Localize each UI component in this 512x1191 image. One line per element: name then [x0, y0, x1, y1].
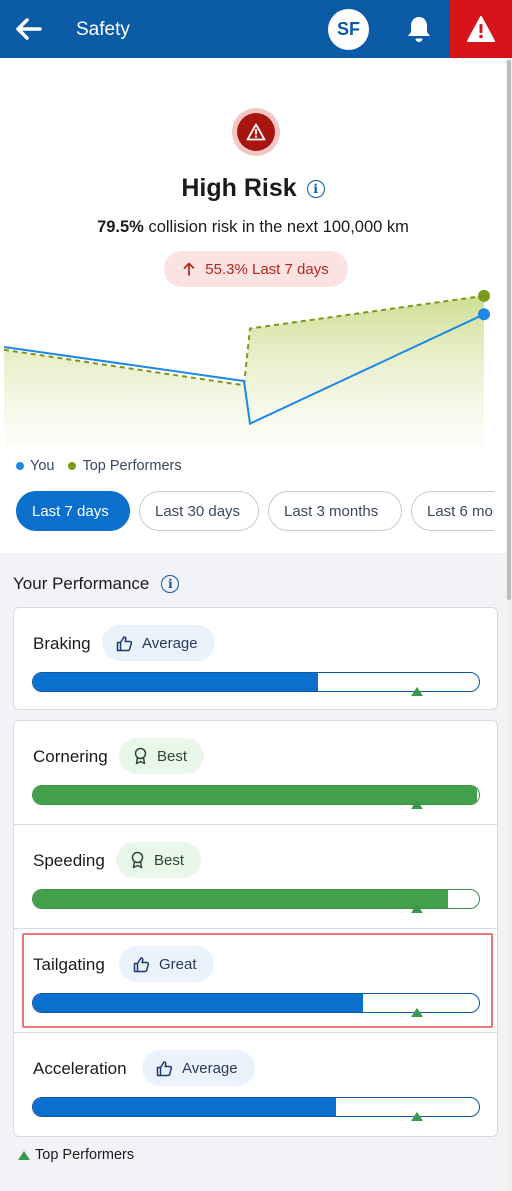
alert-button[interactable]	[450, 0, 512, 58]
avatar[interactable]: SF	[328, 9, 369, 50]
thumbs-up-icon	[116, 635, 133, 652]
rating-badge: Average	[102, 625, 215, 661]
score-bar	[32, 672, 480, 692]
metric-label: Tailgating	[33, 955, 105, 974]
top-performer-marker	[411, 1008, 424, 1017]
performance-info-icon[interactable]: i	[161, 575, 180, 593]
rating-label: Average	[142, 634, 198, 652]
risk-description-text: collision risk in the next 100,000 km	[148, 218, 409, 236]
metric-label: Cornering	[33, 747, 108, 766]
top-performer-marker	[411, 904, 424, 913]
rating-badge: Best	[119, 738, 205, 774]
performance-header: Your Performance i	[13, 574, 180, 594]
risk-status-icon	[232, 108, 280, 156]
time-filter-chips: Last 7 days Last 30 days Last 3 months L…	[16, 491, 494, 531]
score-bar-fill	[33, 786, 477, 804]
warning-triangle-icon	[246, 123, 266, 141]
chip-last-30-days[interactable]: Last 30 days	[139, 491, 259, 531]
bell-icon	[408, 17, 430, 42]
scrollbar-thumb[interactable]	[507, 60, 511, 600]
score-bar	[32, 785, 480, 805]
series-line-0	[3, 313, 485, 426]
award-icon	[133, 747, 148, 765]
legend-item-top-performers: Top Performers	[68, 458, 182, 474]
legend-label-top-performers: Top Performers	[82, 458, 182, 474]
series-endpoint-0	[478, 308, 490, 321]
score-bar-fill	[33, 890, 448, 908]
score-bar	[32, 993, 480, 1013]
info-icon[interactable]: i	[306, 179, 325, 198]
top-performer-marker	[411, 687, 424, 696]
top-performer-marker	[411, 1112, 424, 1121]
thumbs-up-icon	[133, 956, 150, 973]
risk-title-row: High Risk i	[0, 174, 506, 203]
arrow-left-icon	[16, 18, 42, 40]
performance-title: Your Performance	[13, 574, 150, 593]
divider	[14, 1032, 497, 1033]
thumbs-up-icon	[156, 1060, 173, 1077]
score-bar-fill	[33, 673, 319, 691]
rating-badge: Best	[116, 842, 202, 878]
legend-item-you: You	[16, 458, 54, 474]
page-title: Safety	[76, 19, 130, 40]
chip-last-7-days[interactable]: Last 7 days	[16, 491, 130, 531]
top-performer-marker	[411, 800, 424, 809]
metric-label: Acceleration	[33, 1059, 127, 1078]
divider	[14, 928, 497, 929]
metric-label: Speeding	[33, 851, 105, 870]
series-line-1	[3, 294, 485, 387]
rating-badge: Average	[142, 1050, 255, 1086]
metric-label: Braking	[33, 634, 91, 653]
top-performers-legend-label: Top Performers	[35, 1147, 135, 1163]
braking-card[interactable]	[13, 607, 498, 710]
legend-dot-top-performers	[68, 462, 77, 470]
top-performers-legend: Top Performers	[18, 1147, 134, 1163]
app-header: Safety SF	[0, 0, 512, 58]
risk-level: High Risk	[181, 174, 297, 202]
top-performers-marker-icon	[18, 1150, 30, 1160]
rating-label: Great	[159, 955, 197, 973]
notifications-button[interactable]	[402, 12, 436, 46]
chip-last-3-months[interactable]: Last 3 months	[268, 491, 402, 531]
rating-label: Average	[182, 1059, 238, 1077]
scrollbar-track[interactable]	[506, 58, 512, 1191]
warning-triangle-icon	[467, 16, 495, 42]
back-button[interactable]	[14, 14, 44, 44]
series-area-1	[4, 295, 484, 445]
award-icon	[130, 851, 145, 869]
divider	[14, 824, 497, 825]
arrow-up-icon	[183, 262, 195, 276]
trend-badge: 55.3% Last 7 days	[164, 251, 348, 287]
rating-label: Best	[157, 747, 188, 765]
series-endpoint-1	[478, 289, 490, 302]
rating-badge: Great	[119, 946, 214, 982]
trend-text: 55.3% Last 7 days	[205, 260, 329, 278]
score-bar-fill	[33, 1098, 337, 1116]
rating-label: Best	[154, 851, 185, 869]
score-bar	[32, 1097, 480, 1117]
score-bar	[32, 889, 480, 909]
risk-description: 79.5% collision risk in the next 100,000…	[0, 218, 506, 237]
chip-last-6-months[interactable]: Last 6 months	[411, 491, 494, 531]
risk-trend-chart	[3, 289, 490, 445]
legend-dot-you	[16, 462, 24, 470]
risk-percent: 79.5%	[97, 218, 144, 236]
score-bar-fill	[33, 994, 364, 1012]
chart-legend: You Top Performers	[16, 458, 196, 474]
legend-label-you: You	[30, 458, 55, 474]
